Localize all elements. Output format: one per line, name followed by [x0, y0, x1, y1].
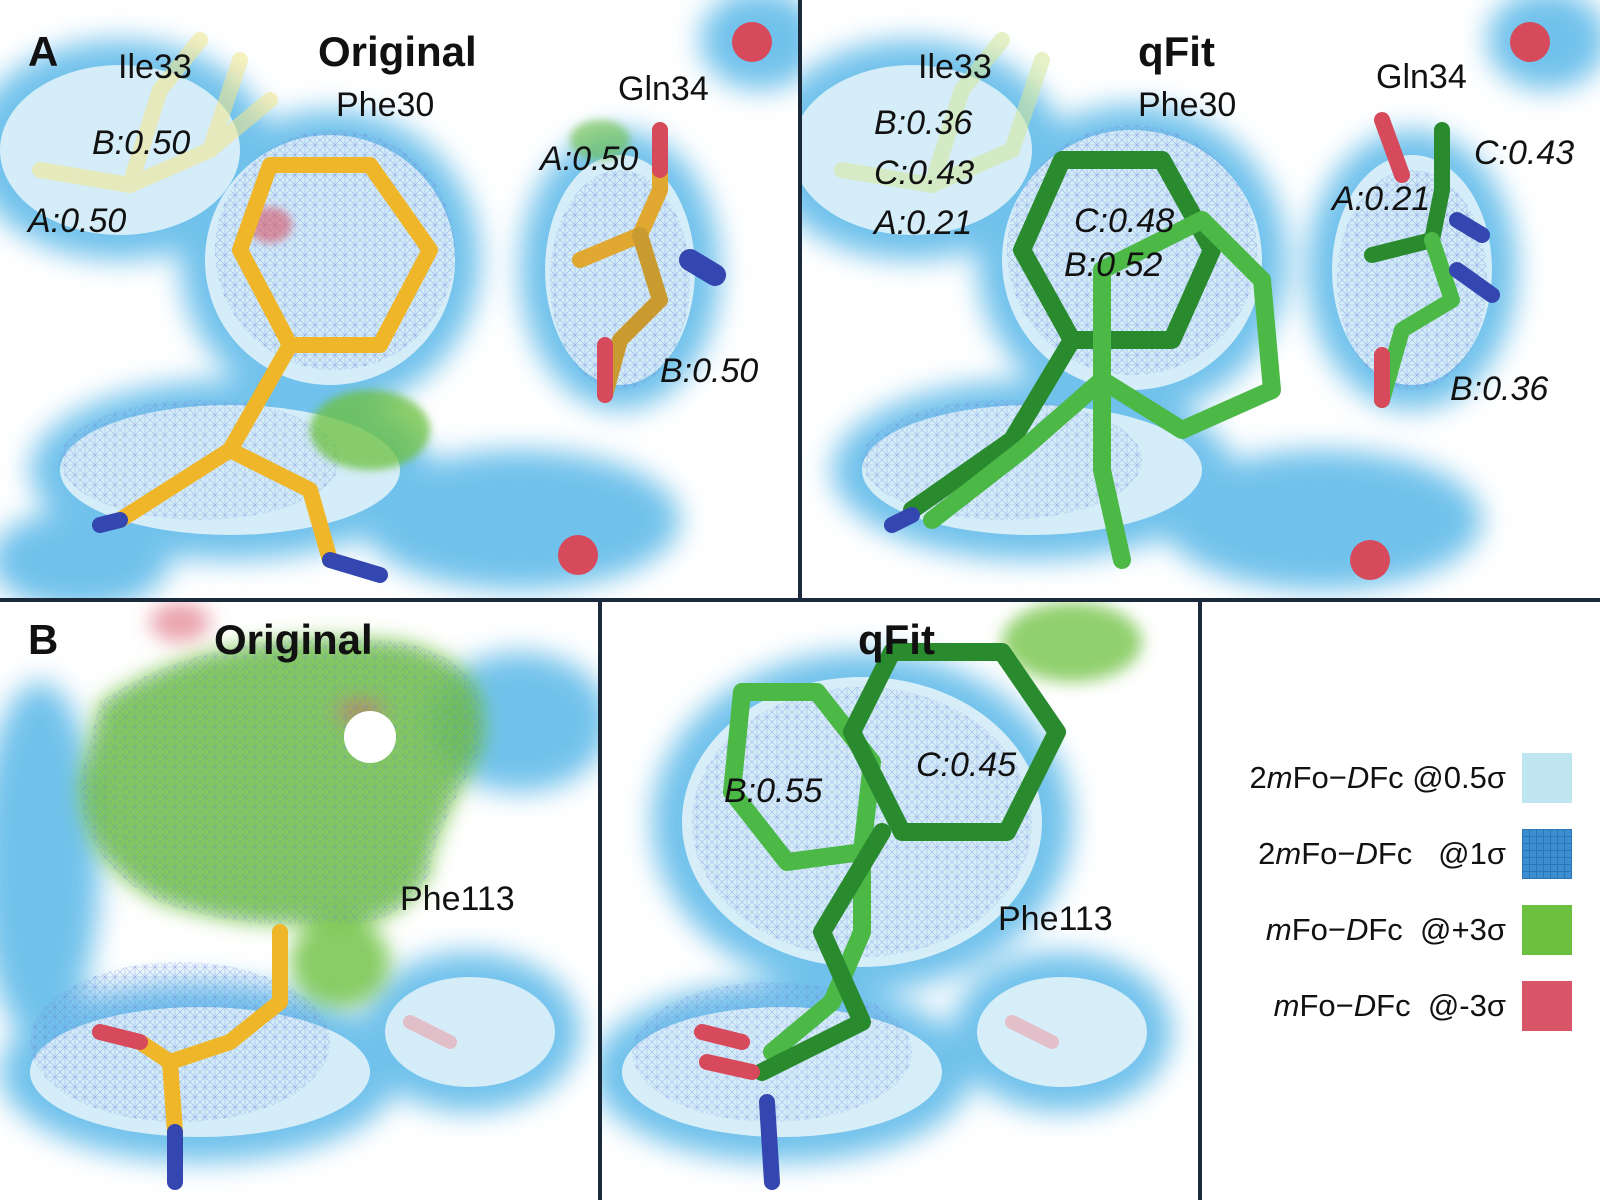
- panel-b-original: B Original Phe113: [0, 602, 598, 1200]
- occupancy-label: B:0.36: [874, 104, 973, 142]
- panel-title: Original: [318, 28, 477, 75]
- panel-title: qFit: [858, 616, 935, 663]
- water-icon: [1350, 540, 1390, 580]
- legend-label: mFo−DFc @-3σ: [1273, 988, 1506, 1023]
- panel-title: Original: [214, 616, 373, 663]
- panel-b-qfit: qFit B:0.55 C:0.45 Phe113: [602, 602, 1198, 1200]
- residue-label-phe30: Phe30: [1138, 86, 1237, 124]
- panel-b-qfit-render: [602, 602, 1172, 1190]
- panel-a-original: A Original Ile33 Phe30 Gln34 B:0.50 A:0.…: [0, 0, 798, 598]
- legend-label: mFo−DFc @+3σ: [1265, 912, 1506, 947]
- occupancy-label: A:0.21: [874, 204, 973, 242]
- phe30-original-sticks: [112, 157, 438, 568]
- occupancy-label: C:0.45: [916, 746, 1017, 784]
- occupancy-label: C:0.43: [1474, 134, 1575, 172]
- occupancy-label: B:0.36: [1450, 370, 1549, 408]
- panel-letter-a: A: [28, 28, 59, 75]
- panel-b-original-render: [0, 602, 598, 1190]
- occupancy-label: A:0.50: [28, 202, 127, 240]
- legend-item: mFo−DFc @+3σ: [1266, 904, 1572, 956]
- residue-label-phe113: Phe113: [400, 880, 515, 918]
- residue-label-phe30: Phe30: [336, 86, 435, 124]
- legend-item: 2mFo−DFc @1σ: [1258, 828, 1572, 880]
- legend-item: 2mFo−DFc @0.5σ: [1249, 752, 1572, 804]
- difference-density: [248, 120, 630, 470]
- panel-letter-b: B: [28, 616, 59, 663]
- occupancy-label: B:0.52: [1064, 246, 1163, 284]
- divider: [0, 598, 1600, 602]
- phe30-conformer-b: [923, 211, 1281, 569]
- panel-a-qfit: qFit Ile33 Phe30 Gln34 B:0.36 C:0.43 A:0…: [802, 0, 1600, 598]
- legend-swatch: [1522, 981, 1572, 1031]
- panel-a-qfit-render: [802, 0, 1600, 590]
- legend-label: 2mFo−DFc @1σ: [1258, 836, 1506, 871]
- water-icon: [1510, 22, 1550, 62]
- occupancy-label: C:0.48: [1074, 202, 1175, 240]
- ile33-sticks: [32, 32, 278, 194]
- water-icon: [732, 22, 772, 62]
- divider: [598, 602, 602, 1200]
- occupancy-label: C:0.43: [874, 154, 975, 192]
- gln34-qfit-sticks: [1364, 112, 1500, 408]
- residue-label-ile33: Ile33: [118, 48, 192, 86]
- legend-panel: 2mFo−DFc @0.5σ 2mFo−DFc @1σ mFo−DFc @+3σ…: [1202, 602, 1600, 1200]
- legend-label: 2mFo−DFc @0.5σ: [1249, 760, 1506, 795]
- phe30-conformer-c: [903, 151, 1221, 519]
- occupancy-label: A:0.21: [1332, 180, 1431, 218]
- gln34-sticks: [572, 122, 726, 403]
- panel-a-original-render: [0, 0, 798, 598]
- occupancy-label: A:0.50: [540, 140, 639, 178]
- panel-title: qFit: [1138, 28, 1215, 75]
- occupancy-label: B:0.50: [92, 124, 191, 162]
- legend-swatch: [1522, 905, 1572, 955]
- residue-label-gln34: Gln34: [1376, 58, 1467, 96]
- legend-swatch: [1522, 753, 1572, 803]
- residue-label-gln34: Gln34: [618, 70, 709, 108]
- phe113-original-sticks: [132, 924, 288, 1140]
- divider: [1198, 602, 1202, 1200]
- phe113-conformer-c: [753, 643, 1066, 1081]
- legend-swatch: [1522, 829, 1572, 879]
- occupancy-label: B:0.55: [724, 772, 823, 810]
- divider: [798, 0, 802, 598]
- residue-label-phe113: Phe113: [998, 900, 1113, 938]
- legend-item: mFo−DFc @-3σ: [1274, 980, 1572, 1032]
- occupancy-label: B:0.50: [660, 352, 759, 390]
- residue-label-ile33: Ile33: [918, 48, 992, 86]
- water-icon: [558, 535, 598, 575]
